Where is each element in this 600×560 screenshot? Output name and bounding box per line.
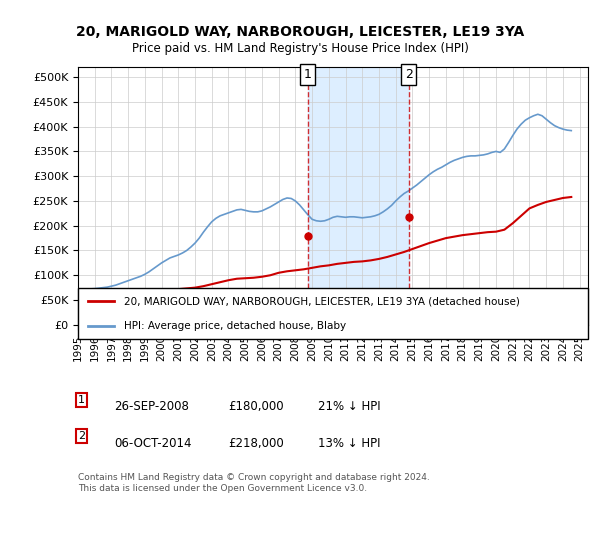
Text: HPI: Average price, detached house, Blaby: HPI: Average price, detached house, Blab…	[124, 321, 346, 331]
Text: 2: 2	[404, 68, 413, 81]
Text: 2: 2	[78, 431, 85, 441]
Text: £218,000: £218,000	[228, 437, 284, 450]
Text: 20, MARIGOLD WAY, NARBOROUGH, LEICESTER, LE19 3YA (detached house): 20, MARIGOLD WAY, NARBOROUGH, LEICESTER,…	[124, 296, 520, 306]
Text: 20, MARIGOLD WAY, NARBOROUGH, LEICESTER, LE19 3YA: 20, MARIGOLD WAY, NARBOROUGH, LEICESTER,…	[76, 25, 524, 39]
Text: Contains HM Land Registry data © Crown copyright and database right 2024.
This d: Contains HM Land Registry data © Crown c…	[78, 473, 430, 493]
Text: 1: 1	[304, 68, 311, 81]
Text: 26-SEP-2008: 26-SEP-2008	[114, 400, 189, 413]
Text: 21% ↓ HPI: 21% ↓ HPI	[318, 400, 380, 413]
Point	[303, 231, 313, 240]
FancyBboxPatch shape	[78, 288, 588, 339]
Text: 13% ↓ HPI: 13% ↓ HPI	[318, 437, 380, 450]
Text: 06-OCT-2014: 06-OCT-2014	[114, 437, 191, 450]
Text: £180,000: £180,000	[228, 400, 284, 413]
Bar	[308, 67, 409, 325]
Text: 1: 1	[78, 395, 85, 405]
Point	[404, 212, 413, 221]
Text: Price paid vs. HM Land Registry's House Price Index (HPI): Price paid vs. HM Land Registry's House …	[131, 42, 469, 55]
